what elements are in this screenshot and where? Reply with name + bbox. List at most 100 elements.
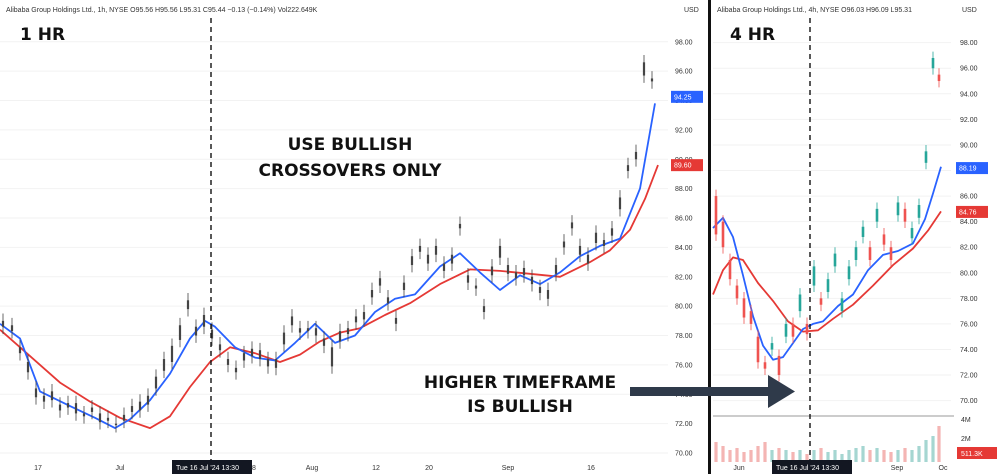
right-chart-panel[interactable]: Alibaba Group Holdings Ltd., 4h, NYSE O9… <box>712 7 997 474</box>
left-time-axis[interactable]: 17 Jul 8 Aug 12 20 Sep 16 <box>34 465 595 472</box>
candle <box>122 407 126 429</box>
candle <box>498 238 502 266</box>
candle-body <box>194 326 198 336</box>
right-info-line: Alibaba Group Holdings Ltd., 4h, NYSE O9… <box>717 7 912 14</box>
candle <box>130 398 134 420</box>
candle <box>154 369 158 396</box>
candle <box>910 221 914 245</box>
candle-body <box>875 208 879 222</box>
candle <box>410 248 414 273</box>
x-tick-label: Sep <box>502 465 515 472</box>
right-fast-moving-average <box>712 166 942 361</box>
candle-body <box>756 336 760 363</box>
candle-body <box>562 241 566 248</box>
x-tick-label: 8 <box>252 465 256 472</box>
price-marker-badge <box>671 159 703 172</box>
candle <box>138 394 142 418</box>
x-tick-label: 20 <box>425 465 433 472</box>
candle-body <box>234 367 238 373</box>
candle <box>924 144 928 170</box>
y-tick-label: 86.00 <box>960 194 978 201</box>
right-crosshair-date-text: Tue 16 Jul '24 13:30 <box>776 465 839 472</box>
candle <box>474 278 478 296</box>
candle <box>756 330 760 369</box>
right-timeframe-label: 4 HR <box>730 25 775 45</box>
candle-body <box>882 234 886 245</box>
candle-body <box>394 317 398 324</box>
y-tick-label: 72.00 <box>960 373 978 380</box>
candle-body <box>650 78 654 82</box>
candle <box>442 256 446 279</box>
candle <box>546 282 550 307</box>
candle-body <box>458 223 462 229</box>
candle-body <box>114 423 118 426</box>
candle-body <box>840 298 844 312</box>
candle <box>298 320 302 340</box>
candle <box>896 196 900 222</box>
fast-ma-line <box>0 103 656 430</box>
candle-body <box>410 256 414 266</box>
candle-body <box>450 254 454 264</box>
candle <box>370 282 374 305</box>
candle <box>506 257 510 282</box>
candle <box>763 355 767 376</box>
candle-body <box>642 62 646 76</box>
y-tick-label: 96.00 <box>675 69 693 76</box>
candle <box>798 288 802 318</box>
candle <box>847 259 851 286</box>
candle-body <box>777 355 781 376</box>
price-marker-badge <box>956 205 988 218</box>
candle <box>186 292 190 317</box>
candle <box>66 395 70 415</box>
candle <box>634 144 638 167</box>
y-tick-label: 98.00 <box>675 39 693 46</box>
candle <box>26 354 30 380</box>
candle-body <box>522 267 526 276</box>
right-candles <box>714 51 941 382</box>
candle <box>58 397 62 418</box>
candle-body <box>728 259 732 280</box>
candle <box>306 320 310 339</box>
candle <box>394 310 398 332</box>
candle <box>819 291 823 312</box>
left-chart-background <box>0 0 708 474</box>
candle-body <box>346 328 350 335</box>
candle <box>805 317 809 341</box>
candle-body <box>931 58 935 69</box>
candle <box>266 351 270 374</box>
candle-body <box>282 332 286 345</box>
volume-bar <box>770 450 774 462</box>
candle <box>106 410 110 429</box>
candle <box>202 307 206 335</box>
left-chart-panel[interactable]: Alibaba Group Holdings Ltd., 1h, NYSE O9… <box>0 0 708 474</box>
right-time-axis[interactable]: Jun Sep Oc <box>733 465 948 472</box>
y-tick-label: 70.00 <box>675 451 693 458</box>
candle-body <box>749 311 753 324</box>
y-tick-label: 84.00 <box>960 219 978 226</box>
y-tick-label: 82.00 <box>960 245 978 252</box>
candle-body <box>833 253 837 267</box>
candle-body <box>370 290 374 298</box>
candle-body <box>530 276 534 285</box>
candle <box>162 351 166 379</box>
candle-body <box>917 205 921 218</box>
right-price-axis[interactable]: 98.0096.0094.0092.0090.0088.0086.0084.00… <box>960 40 978 405</box>
candle <box>937 68 941 88</box>
volume-bar <box>819 448 823 462</box>
volume-marker-badge <box>957 447 997 459</box>
candle <box>274 351 278 376</box>
candle <box>833 247 837 273</box>
candle-body <box>298 328 302 333</box>
candle-body <box>847 266 851 280</box>
x-tick-label: 12 <box>372 465 380 472</box>
candle <box>98 406 102 430</box>
candle-body <box>626 165 630 172</box>
candle-body <box>226 359 230 365</box>
candle-body <box>58 404 62 411</box>
candle-body <box>426 254 430 264</box>
price-marker-text: 94.25 <box>674 94 692 101</box>
candle-body <box>482 306 486 313</box>
candle-body <box>250 348 254 357</box>
panel-divider <box>708 0 711 474</box>
